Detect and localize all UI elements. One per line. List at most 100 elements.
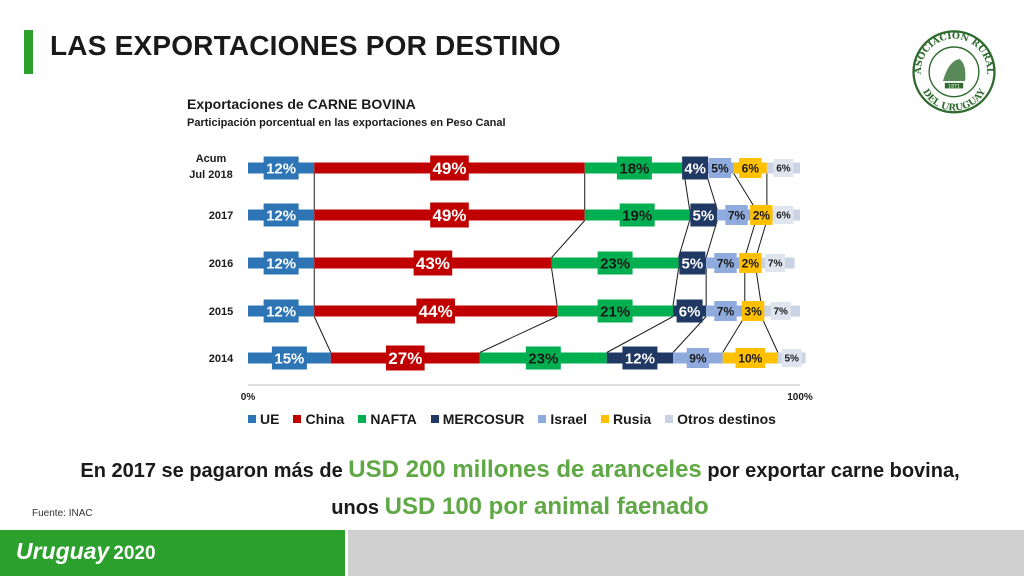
data-label-box — [686, 348, 710, 368]
chart-legend: UE China NAFTA MERCOSUR Israel Rusia Otros des… — [248, 411, 776, 427]
data-label: 18% — [619, 160, 649, 177]
data-label-box — [725, 205, 748, 225]
data-label: 12% — [625, 350, 655, 367]
data-label: 5% — [682, 255, 704, 272]
legend-item: China — [293, 411, 344, 427]
series-connector-line — [678, 220, 691, 258]
data-label-box — [770, 302, 791, 320]
data-label: 7% — [768, 259, 783, 270]
category-label: 2017 — [209, 210, 233, 222]
series-connector-line — [606, 316, 674, 353]
legend-swatch — [665, 415, 674, 423]
legend-item: Israel — [538, 411, 587, 427]
data-label: 23% — [528, 350, 558, 367]
data-label: 15% — [274, 350, 304, 367]
data-label-box — [416, 298, 455, 324]
legend-item: NAFTA — [358, 411, 417, 427]
legend-item: Rusia — [601, 411, 651, 427]
data-label: 23% — [600, 255, 630, 272]
x-tick-label: 100% — [787, 392, 813, 403]
data-label: 43% — [416, 254, 450, 273]
series-connector-line — [479, 316, 558, 353]
data-label-box — [765, 254, 786, 272]
data-label: 27% — [388, 349, 422, 368]
data-label-box — [714, 301, 737, 321]
legend-swatch — [293, 415, 302, 423]
legend-item: MERCOSUR — [430, 411, 524, 427]
source-note: Fuente: INAC — [32, 508, 93, 519]
data-label: 2% — [742, 256, 760, 270]
data-label: 12% — [266, 160, 296, 177]
data-label-box — [263, 203, 299, 227]
data-label: 5% — [784, 354, 799, 365]
series-connector-line — [551, 268, 558, 306]
series-connector-line — [551, 220, 586, 258]
data-label-box — [413, 250, 453, 276]
data-label-box — [750, 205, 773, 225]
legend-item: Otros destinos — [665, 411, 776, 427]
logo-text-bottom: DEL URUGUAY — [920, 87, 988, 114]
data-label-box — [263, 251, 299, 275]
data-label: 7% — [728, 208, 746, 222]
data-label: 19% — [622, 207, 652, 224]
data-label-box — [622, 346, 658, 370]
series-connector-line — [744, 220, 757, 258]
data-label: 6% — [776, 164, 791, 175]
footer-brand-name: Uruguay — [16, 538, 110, 564]
legend-swatch — [538, 415, 547, 423]
asociacion-rural-logo: ASOCIACION RURAL DEL URUGUAY 1871 — [912, 30, 996, 114]
data-label: 5% — [711, 161, 729, 175]
data-label-box — [739, 158, 762, 178]
data-label: 12% — [266, 303, 296, 320]
legend-swatch — [248, 415, 256, 423]
category-label: 2014 — [209, 353, 234, 365]
title-accent-bar — [24, 30, 33, 74]
data-label: 7% — [717, 256, 735, 270]
data-label: 6% — [776, 211, 791, 222]
legend-label: NAFTA — [370, 411, 417, 427]
data-label: 2% — [753, 208, 771, 222]
category-label: Acum — [196, 153, 227, 165]
data-label: 7% — [773, 307, 788, 318]
data-label-box — [430, 155, 469, 181]
data-label-box — [619, 203, 655, 227]
footer-brand-band — [0, 530, 345, 576]
series-connector-line — [313, 316, 332, 353]
key-message: En 2017 se pagaron más de USD 200 millon… — [20, 452, 1020, 526]
svg-text:DEL URUGUAY: DEL URUGUAY — [920, 87, 988, 114]
data-label-box — [773, 159, 794, 177]
data-label-box — [597, 251, 633, 275]
data-label-box — [616, 156, 652, 180]
legend-label: Israel — [550, 411, 588, 427]
data-label-box — [735, 348, 766, 368]
footer-brand-year: 2020 — [113, 543, 156, 564]
data-label-box — [741, 301, 765, 321]
data-label: 12% — [266, 255, 296, 272]
data-label: 44% — [419, 302, 453, 321]
data-label-box — [386, 345, 425, 371]
x-tick-label: 0% — [241, 392, 256, 403]
data-label: 7% — [717, 304, 735, 318]
data-label-box — [271, 346, 307, 370]
series-connector-line — [705, 220, 718, 258]
series-connector-line — [672, 268, 680, 306]
data-label-box — [263, 156, 299, 180]
footer-gray-band — [348, 530, 1024, 576]
message-highlight-aranceles: USD 200 millones de aranceles — [348, 456, 702, 483]
data-label: 49% — [432, 159, 466, 178]
data-label-box — [263, 299, 299, 323]
legend-label: Otros destinos — [677, 411, 776, 427]
legend-swatch — [601, 415, 610, 423]
legend-item: UE — [248, 411, 279, 427]
data-label-box — [679, 251, 706, 275]
data-label-box — [773, 206, 794, 224]
data-label-box — [430, 202, 469, 228]
stacked-bar-chart: 0% 100% 12% 49% 18% 4% 5% 6% 6% 12% 49% 19% 5% 7% 2% 6%… — [189, 153, 813, 403]
data-label: 3% — [744, 304, 762, 318]
data-label-box — [525, 346, 561, 370]
data-label-box — [781, 349, 802, 367]
series-connector-line — [755, 220, 768, 258]
category-label: 2016 — [209, 258, 233, 270]
data-label-box — [739, 253, 762, 273]
message-highlight-per-animal: USD 100 por animal faenado — [384, 493, 709, 520]
